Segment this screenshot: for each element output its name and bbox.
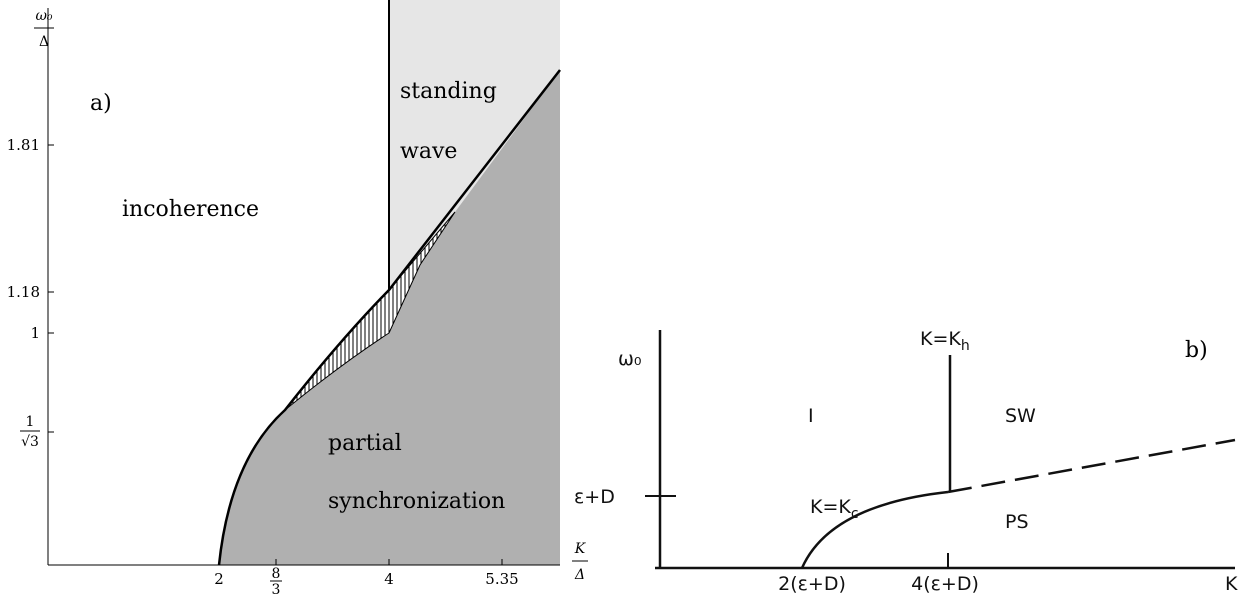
y-label-den: Δ bbox=[39, 34, 49, 50]
y-tick-label: 1.18 bbox=[7, 283, 40, 301]
x-tick-label: 2 bbox=[214, 570, 224, 588]
region-label: SW bbox=[1005, 405, 1036, 427]
region-label: partial bbox=[328, 431, 402, 456]
standing-wave-region bbox=[389, 0, 560, 290]
y-tick-num: 1 bbox=[26, 414, 35, 430]
partial-sync-region bbox=[219, 70, 560, 565]
region-label: synchronization bbox=[328, 489, 505, 514]
region-label: incoherence bbox=[122, 197, 259, 222]
y-label-num: ω₀ bbox=[35, 8, 52, 24]
y-tick-label: ε+D bbox=[574, 486, 615, 508]
x-label-num: K bbox=[574, 541, 587, 557]
line-label: K=Kc bbox=[810, 496, 859, 522]
x-tick-label: 4(ε+D) bbox=[911, 573, 979, 595]
region-label: standing bbox=[400, 79, 497, 104]
x-tick-label: 4 bbox=[384, 570, 394, 588]
dashed-boundary bbox=[947, 438, 1236, 494]
x-tick-label: 2(ε+D) bbox=[778, 573, 846, 595]
panel-b: ω₀ K ε+D 2(ε+D) 4(ε+D) K=Kh K=Kc I SW PS… bbox=[574, 328, 1238, 595]
panel-label: a) bbox=[90, 91, 112, 116]
y-tick-label: 1.81 bbox=[7, 136, 40, 154]
line-label: K=Kh bbox=[920, 328, 970, 354]
x-label-den: Δ bbox=[574, 567, 585, 583]
x-axis-label: K bbox=[1225, 573, 1238, 595]
y-axis-label: ω₀ bbox=[618, 348, 642, 370]
x-tick-num: 8 bbox=[272, 566, 281, 582]
panel-label: b) bbox=[1185, 338, 1208, 363]
boundary bbox=[217, 69, 561, 566]
region-label: I bbox=[808, 405, 814, 427]
x-tick-den: 3 bbox=[272, 582, 281, 596]
y-tick-den: √3 bbox=[21, 434, 39, 450]
region-label: PS bbox=[1005, 511, 1029, 533]
ticks bbox=[48, 144, 503, 565]
region-label: wave bbox=[400, 139, 457, 164]
kc-curve bbox=[800, 490, 949, 569]
y-tick-label: 1 bbox=[30, 324, 40, 342]
x-tick-label: 5.35 bbox=[485, 570, 518, 588]
panel-a: ω₀ Δ K Δ 1.81 1.18 1 1 √3 2 8 3 4 5.35 a… bbox=[7, 0, 588, 596]
